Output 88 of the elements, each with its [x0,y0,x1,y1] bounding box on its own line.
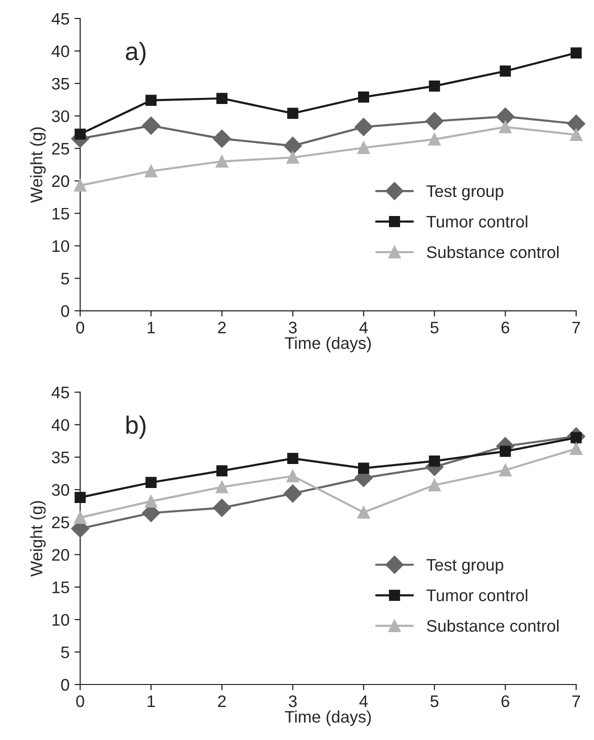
y-tick-label: 35 [52,78,70,90]
point [212,130,231,148]
point [570,47,582,58]
x-tick-label: 5 [430,696,438,708]
point [358,462,370,474]
y-tick-label: 35 [52,452,70,464]
point [287,452,298,464]
point [212,498,231,517]
y-tick-label: 40 [52,419,70,431]
x-tick-label: 4 [359,696,368,707]
point [428,133,441,146]
x-tick-label: 2 [218,695,226,707]
y-tick-label: 0 [61,678,70,691]
y-tick-label: 10 [52,240,70,252]
point [144,495,158,508]
point [358,92,370,103]
x-tick-label: 7 [572,696,580,707]
y-tick-label: 0 [61,305,70,318]
point [74,128,86,140]
y-tick-label: 45 [52,13,70,25]
point [216,155,228,168]
x-tick-label: 0 [76,322,84,334]
x-tick-label: 3 [288,322,297,334]
point [216,480,228,494]
point [500,66,511,77]
y-tick-label: 40 [52,45,70,58]
point [216,465,228,476]
x-tick-label: 3 [288,695,297,708]
point [357,506,370,519]
point [496,108,514,126]
x-axis-title: Time (days) [284,336,371,352]
y-tick-label: 45 [52,386,70,398]
point [357,142,370,154]
point [428,478,441,492]
y-tick-label: 25 [52,516,70,528]
x-tick-label: 4 [359,322,368,334]
annotation: a) [126,42,146,66]
point [499,120,512,134]
point [145,94,157,106]
y-tick-label: 15 [52,582,70,594]
x-axis-title: Time (days) [284,710,371,726]
legend-label: Tumor control [426,589,528,602]
x-tick-label: 7 [572,322,580,334]
y-tick-label: 25 [52,142,70,155]
point [570,128,582,142]
point [500,446,511,457]
point [142,116,160,135]
x-tick-label: 1 [148,696,155,707]
legend-label: Test group [426,559,504,574]
x-tick-label: 6 [502,322,510,334]
point [145,476,157,488]
point [144,164,158,178]
point [284,484,302,503]
legend-label: Tumor control [426,215,528,228]
y-axis-title: Weight (g) [30,127,46,203]
x-tick-label: 0 [76,695,84,708]
point [284,136,302,155]
x-tick-label: 1 [148,322,155,334]
point [287,108,298,119]
x-tick-label: 5 [430,322,438,334]
y-tick-label: 10 [52,614,70,626]
point [428,455,440,467]
point [499,464,512,476]
y-axis-title: Weight (g) [30,501,46,577]
point [74,511,86,524]
point [74,179,86,192]
legend-label: Substance control [426,620,558,632]
point [74,492,86,503]
y-tick-label: 20 [52,175,70,188]
point [425,112,444,130]
point [354,118,373,136]
y-tick-label: 5 [61,646,70,658]
x-tick-label: 2 [218,322,226,334]
point [567,114,586,133]
point [216,92,228,104]
point [428,80,440,92]
legend-label: Test group [426,185,504,200]
point [286,470,300,482]
y-tick-label: 5 [61,272,70,285]
y-tick-label: 30 [52,110,70,122]
y-tick-label: 30 [52,484,70,496]
legend-label: Substance control [426,246,558,258]
annotation: b) [126,416,146,439]
point [570,442,582,455]
point [286,151,300,164]
y-tick-label: 20 [52,548,70,561]
x-tick-label: 6 [502,695,510,708]
y-tick-label: 15 [52,208,70,220]
